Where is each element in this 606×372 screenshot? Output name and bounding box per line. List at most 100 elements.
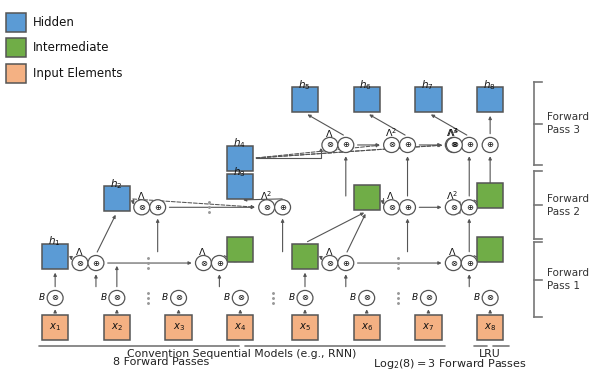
Circle shape <box>445 256 461 270</box>
FancyBboxPatch shape <box>7 64 26 83</box>
Text: $\Lambda$: $\Lambda$ <box>198 246 207 257</box>
Text: $\Lambda$: $\Lambda$ <box>325 128 333 139</box>
Text: $h_2$: $h_2$ <box>110 177 122 191</box>
Text: $B$: $B$ <box>350 291 357 302</box>
Text: $h_4$: $h_4$ <box>233 137 245 150</box>
Text: ⊗: ⊗ <box>263 203 270 212</box>
Circle shape <box>461 200 477 215</box>
FancyBboxPatch shape <box>415 87 442 112</box>
Text: $\mathrm{Log}_2(8){=}3$ Forward Passes: $\mathrm{Log}_2(8){=}3$ Forward Passes <box>373 357 526 372</box>
FancyBboxPatch shape <box>7 13 26 32</box>
Text: ⊗: ⊗ <box>138 203 145 212</box>
Text: $B$: $B$ <box>38 291 45 302</box>
Text: ⊗: ⊗ <box>76 259 84 267</box>
Text: $\Lambda^4$: $\Lambda^4$ <box>447 127 459 140</box>
Text: $h_8$: $h_8$ <box>483 78 496 92</box>
Text: $B$: $B$ <box>473 291 481 302</box>
Text: $h_7$: $h_7$ <box>421 78 434 92</box>
Text: 8 Forward Passes: 8 Forward Passes <box>113 357 209 368</box>
Circle shape <box>447 137 462 153</box>
Text: ⊕: ⊕ <box>466 141 473 150</box>
Text: $B$: $B$ <box>223 291 231 302</box>
Text: ⊗: ⊗ <box>327 259 333 267</box>
Circle shape <box>150 200 165 215</box>
Text: ⊕: ⊕ <box>216 259 223 267</box>
Text: $B$: $B$ <box>411 291 419 302</box>
Text: ⊕: ⊕ <box>342 141 349 150</box>
Text: ⊕: ⊕ <box>404 203 411 212</box>
Text: Pass 1: Pass 1 <box>547 281 580 291</box>
FancyBboxPatch shape <box>353 185 380 211</box>
Circle shape <box>482 291 498 305</box>
FancyBboxPatch shape <box>227 315 253 340</box>
Text: ⊗: ⊗ <box>450 259 457 267</box>
Circle shape <box>322 256 338 270</box>
Text: ⊕: ⊕ <box>466 259 473 267</box>
Circle shape <box>72 256 88 270</box>
FancyBboxPatch shape <box>227 146 253 171</box>
Circle shape <box>232 291 248 305</box>
Circle shape <box>338 256 354 270</box>
Text: ⊕: ⊕ <box>342 259 349 267</box>
Text: $x_2$: $x_2$ <box>111 321 123 333</box>
FancyBboxPatch shape <box>42 244 68 269</box>
FancyBboxPatch shape <box>292 87 318 112</box>
Text: $\Lambda$: $\Lambda$ <box>448 246 456 257</box>
Circle shape <box>211 256 227 270</box>
Text: $\Lambda$: $\Lambda$ <box>325 246 333 257</box>
FancyBboxPatch shape <box>477 315 504 340</box>
Circle shape <box>134 200 150 215</box>
Text: ⊕: ⊕ <box>466 203 473 212</box>
Circle shape <box>297 291 313 305</box>
Text: ⊗: ⊗ <box>450 203 457 212</box>
Text: Input Elements: Input Elements <box>33 67 123 80</box>
Text: $\Lambda^2$: $\Lambda^2$ <box>259 189 271 202</box>
Text: $h_3$: $h_3$ <box>233 165 245 179</box>
Text: ⊕: ⊕ <box>279 203 286 212</box>
Text: $h_1$: $h_1$ <box>48 235 61 248</box>
Text: Intermediate: Intermediate <box>33 41 110 54</box>
Text: $B$: $B$ <box>161 291 169 302</box>
Text: $x_7$: $x_7$ <box>422 321 435 333</box>
Text: ⊗: ⊗ <box>451 141 458 150</box>
Text: $h_6$: $h_6$ <box>359 78 372 92</box>
Text: $x_6$: $x_6$ <box>361 321 373 333</box>
Text: $\Lambda$: $\Lambda$ <box>387 190 395 201</box>
Text: $x_1$: $x_1$ <box>49 321 61 333</box>
Circle shape <box>275 200 290 215</box>
Text: ⊕: ⊕ <box>487 141 494 150</box>
Text: LRU: LRU <box>479 349 501 359</box>
Text: ⊗: ⊗ <box>113 294 121 302</box>
Text: Hidden: Hidden <box>33 16 75 29</box>
Text: $\Lambda$: $\Lambda$ <box>136 190 145 201</box>
Circle shape <box>399 200 416 215</box>
Text: ⊗: ⊗ <box>363 294 370 302</box>
Text: $B$: $B$ <box>288 291 295 302</box>
Text: Forward: Forward <box>547 194 589 204</box>
Circle shape <box>482 137 498 153</box>
FancyBboxPatch shape <box>353 87 380 112</box>
FancyBboxPatch shape <box>42 315 68 340</box>
Circle shape <box>109 291 125 305</box>
FancyBboxPatch shape <box>104 186 130 211</box>
Text: ⊗: ⊗ <box>450 141 457 150</box>
Text: ⊕: ⊕ <box>93 259 99 267</box>
Text: ⊗: ⊗ <box>388 203 395 212</box>
Circle shape <box>171 291 187 305</box>
Circle shape <box>259 200 275 215</box>
Text: Pass 2: Pass 2 <box>547 207 580 217</box>
FancyBboxPatch shape <box>227 174 253 199</box>
Circle shape <box>359 291 375 305</box>
Circle shape <box>445 137 461 153</box>
Circle shape <box>461 137 477 153</box>
Circle shape <box>338 137 354 153</box>
Text: Forward: Forward <box>547 112 589 122</box>
Text: ⊕: ⊕ <box>404 141 411 150</box>
Text: $\Lambda^2$: $\Lambda^2$ <box>385 127 397 140</box>
Text: ⊗: ⊗ <box>388 141 395 150</box>
Circle shape <box>196 256 211 270</box>
Text: ⊗: ⊗ <box>327 141 333 150</box>
Text: ⊗: ⊗ <box>302 294 308 302</box>
Circle shape <box>461 256 477 270</box>
Text: ⊗: ⊗ <box>487 294 494 302</box>
